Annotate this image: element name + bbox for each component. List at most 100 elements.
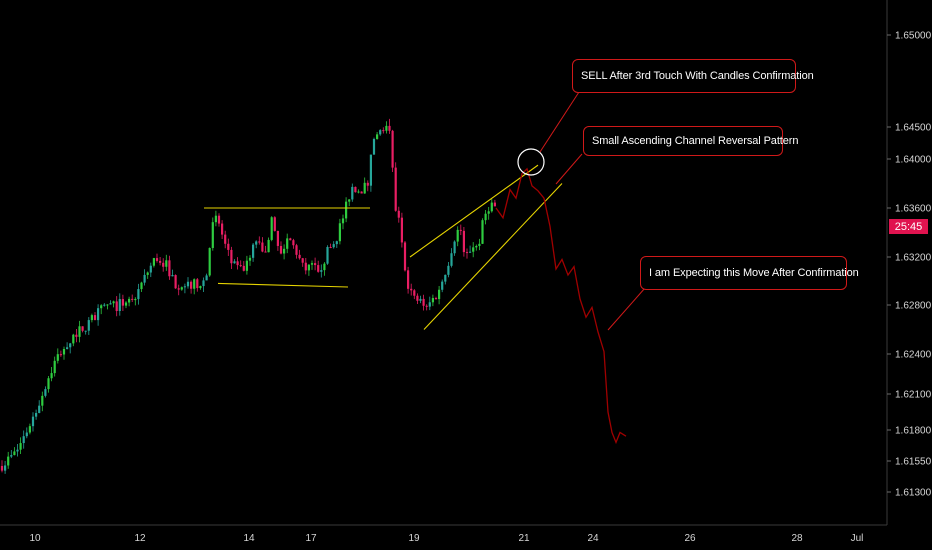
candle-up — [431, 298, 434, 303]
candle-up — [326, 246, 329, 264]
candle-up — [165, 260, 168, 267]
candle-up — [62, 349, 66, 355]
candle-up — [487, 211, 490, 214]
candle-up — [56, 354, 59, 361]
candle-down — [236, 261, 239, 266]
candle-down — [75, 334, 78, 337]
candle-down — [298, 254, 301, 259]
trend-line-4 — [423, 183, 563, 330]
candle-down — [397, 210, 400, 218]
candle-down — [59, 354, 62, 356]
candle-down — [422, 298, 425, 306]
candle-up — [152, 258, 155, 266]
candle-up — [456, 229, 459, 242]
candle-down — [413, 290, 416, 296]
candle-up — [211, 222, 214, 248]
price-tick-1.64000: 1.64000 — [895, 155, 932, 166]
candle-up — [124, 302, 128, 306]
candle-up — [310, 263, 314, 265]
candle-up — [335, 241, 338, 245]
candle-down — [261, 242, 264, 252]
candle-up — [245, 260, 248, 271]
candle-down — [382, 130, 385, 132]
candle-down — [162, 262, 165, 267]
candle-up — [66, 347, 69, 350]
candle-down — [391, 130, 394, 168]
price-tick-1.61550: 1.61550 — [895, 457, 932, 468]
candle-up — [441, 281, 444, 290]
candle-down — [121, 299, 124, 306]
candle-down — [400, 217, 403, 243]
candle-up — [472, 247, 475, 252]
time-tick-19: 19 — [408, 533, 420, 544]
candle-up — [106, 304, 109, 306]
candle-down — [462, 230, 465, 253]
candle-up — [252, 244, 255, 258]
candle-up — [453, 241, 456, 254]
price-tick-1.63200: 1.63200 — [895, 253, 932, 264]
candle-down — [295, 245, 298, 255]
candle-down — [224, 234, 227, 244]
candle-down — [273, 217, 276, 231]
candle-up — [341, 218, 345, 224]
price-tick-1.62400: 1.62400 — [895, 350, 932, 361]
candle-up — [47, 378, 50, 390]
candle-up — [134, 299, 137, 301]
time-tick-26: 26 — [684, 533, 696, 544]
candle-up — [146, 272, 149, 275]
time-tick-24: 24 — [587, 533, 599, 544]
trend-line-3 — [409, 164, 539, 258]
annotation-pointers — [539, 91, 646, 331]
candle-down — [115, 301, 118, 311]
candle-up — [379, 130, 382, 135]
candle-up — [338, 223, 341, 242]
candle-up — [205, 275, 208, 281]
candle-down — [388, 125, 391, 131]
candle-up — [490, 202, 493, 212]
annotation-move[interactable]: I am Expecting this Move After Confirmat… — [640, 256, 859, 290]
candle-up — [84, 330, 87, 332]
candle-up — [372, 138, 376, 155]
candle-up — [348, 199, 351, 202]
price-tick-1.61300: 1.61300 — [895, 488, 932, 499]
candle-up — [100, 305, 103, 309]
candle-up — [97, 308, 100, 321]
candle-down — [493, 202, 496, 207]
candle-up — [345, 201, 348, 219]
candle-down — [317, 265, 320, 272]
candle-up — [78, 326, 81, 337]
candle-up — [128, 298, 131, 303]
candle-up — [137, 289, 140, 300]
candle-up — [38, 405, 41, 413]
annotation-channel[interactable]: Small Ascending Channel Reversal Pattern — [583, 126, 798, 156]
candle-down — [264, 251, 267, 253]
projection-path — [495, 167, 627, 445]
candle-up — [22, 436, 25, 444]
time-axis[interactable]: 10 12 14 17 19 21 24 26 28 Jul — [29, 533, 863, 544]
time-tick-21: 21 — [518, 533, 530, 544]
candle-up — [19, 443, 22, 450]
candle-down — [177, 288, 180, 290]
time-tick-12: 12 — [134, 533, 146, 544]
candle-down — [217, 215, 221, 224]
candle-up — [118, 299, 121, 311]
candle-up — [332, 244, 335, 248]
annotation-sell[interactable]: SELL After 3rd Touch With Candles Confir… — [572, 59, 814, 93]
candle-down — [230, 249, 233, 264]
pointer-move — [607, 287, 646, 331]
candle-up — [320, 270, 323, 272]
price-axis[interactable]: 1.65000 1.64500 1.64000 1.63600 1.63200 1.628… — [887, 31, 932, 499]
candle-down — [81, 326, 84, 331]
candle-down — [360, 191, 363, 194]
candle-up — [255, 241, 258, 245]
candle-down — [276, 230, 279, 246]
price-tick-1.65000: 1.65000 — [895, 31, 932, 42]
candle-down — [304, 262, 307, 271]
candle-up — [28, 426, 31, 433]
candle-up — [72, 334, 75, 344]
candle-up — [4, 465, 7, 471]
candle-up — [481, 220, 484, 244]
candle-up — [13, 451, 16, 456]
candle-up — [286, 238, 289, 249]
